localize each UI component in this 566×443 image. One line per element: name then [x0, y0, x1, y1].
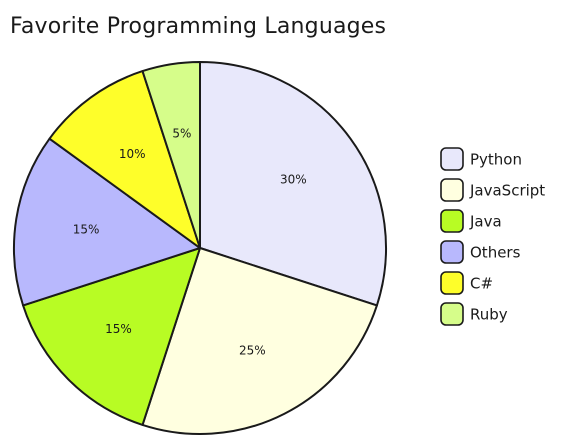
chart-title: Favorite Programming Languages [10, 14, 387, 39]
legend-label-python: Python [470, 151, 522, 169]
pie-slice-csharp [48, 70, 201, 249]
pie-slice-ruby [141, 61, 201, 249]
legend-label-ruby: Ruby [470, 306, 508, 324]
legend-swatch-others [440, 240, 464, 264]
legend-swatch-ruby [440, 302, 464, 326]
legend-swatch-javascript [440, 178, 464, 202]
slice-label-python: 30% [280, 173, 307, 187]
slice-label-others: 15% [73, 222, 100, 236]
slice-label-javascript: 25% [239, 343, 266, 357]
legend-swatch-python [440, 147, 464, 171]
legend-label-others: Others [470, 244, 521, 262]
pie-slice-java [22, 247, 201, 426]
slice-label-csharp: 10% [119, 147, 146, 161]
legend-swatch-csharp [440, 271, 464, 295]
pie-slice-python [199, 61, 387, 307]
legend-swatch-java [440, 209, 464, 233]
pie-slice-javascript [141, 247, 378, 435]
legend-label-csharp: C# [470, 275, 493, 293]
pie-slices [13, 61, 387, 435]
slice-label-java: 15% [105, 322, 132, 336]
pie-slice-labels: 30% 25% 15% 15% 10% 5% [73, 127, 307, 358]
legend-label-java: Java [469, 213, 502, 231]
slice-label-ruby: 5% [172, 127, 191, 141]
chart-legend: Python JavaScript Java Others C# Ruby [440, 147, 545, 326]
legend-label-javascript: JavaScript [469, 182, 545, 200]
pie-slice-others [13, 137, 201, 307]
